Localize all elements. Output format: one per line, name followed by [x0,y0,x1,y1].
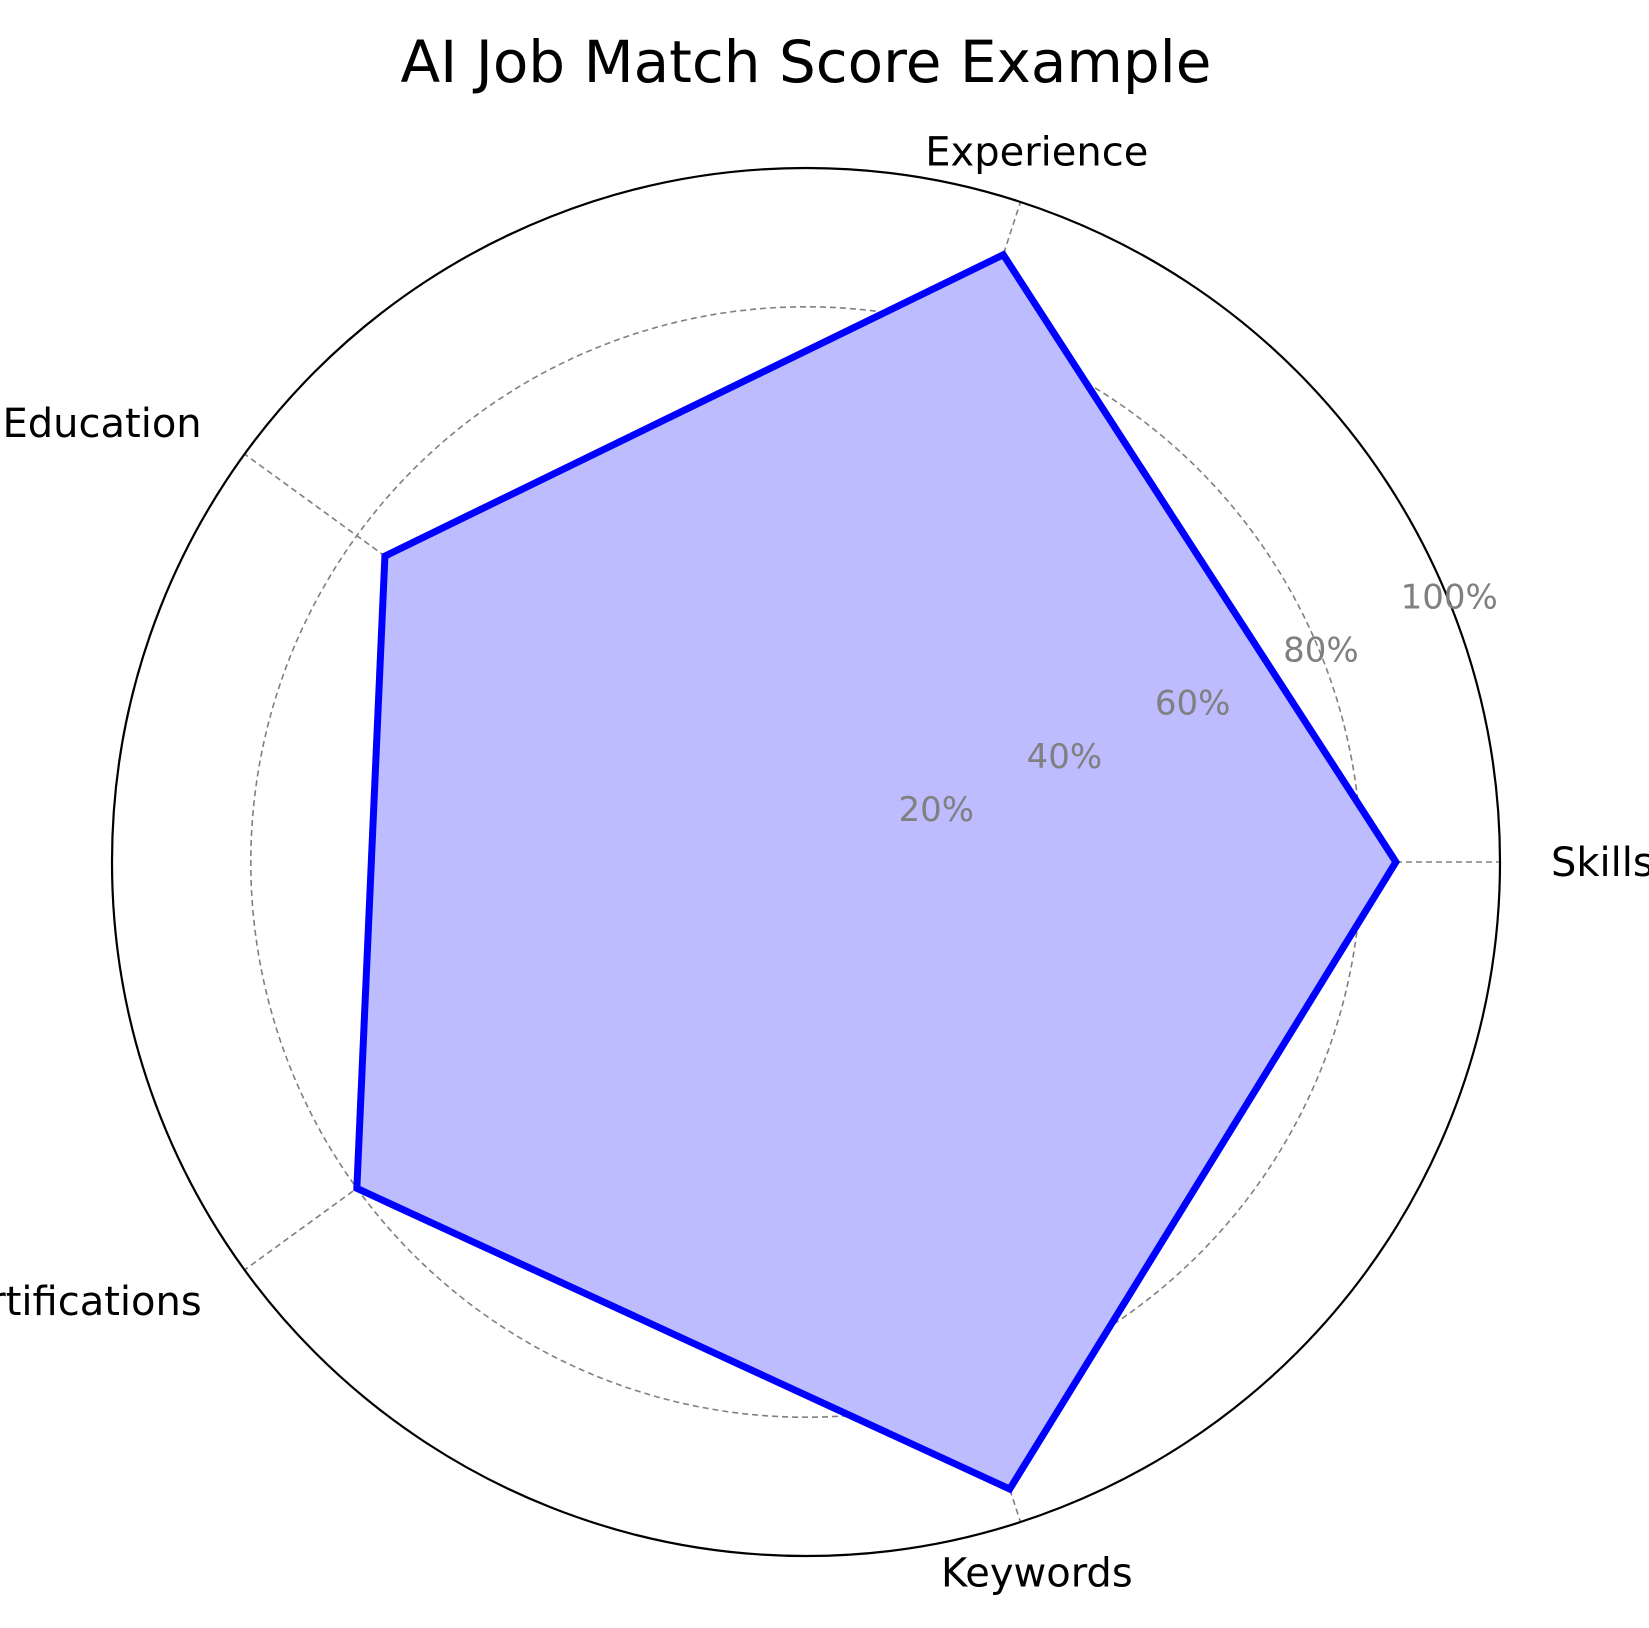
radial-tick-label: 100% [1401,577,1498,617]
radial-tick-labels: 20% 40% 60% 80% 100% [898,577,1497,829]
radial-tick-label: 40% [1027,737,1103,777]
outer-ring [110,166,1502,1558]
category-label: Experience [925,130,1148,176]
radial-tick-label: 60% [1155,684,1231,724]
chart-title: AI Job Match Score Example [401,28,1212,96]
radial-tick-label: 80% [1283,631,1359,671]
category-labels: Skills Experience Education Certifications K… [0,130,1649,1597]
category-label: Certifications [0,1279,202,1325]
category-label: Education [3,401,202,447]
data-series [353,250,1401,1494]
category-label: Skills [1551,840,1649,886]
category-label: Keywords [941,1550,1133,1596]
outer-ring-circle [110,166,1502,1558]
radial-tick-label: 20% [898,790,974,830]
series-area [353,250,1401,1494]
